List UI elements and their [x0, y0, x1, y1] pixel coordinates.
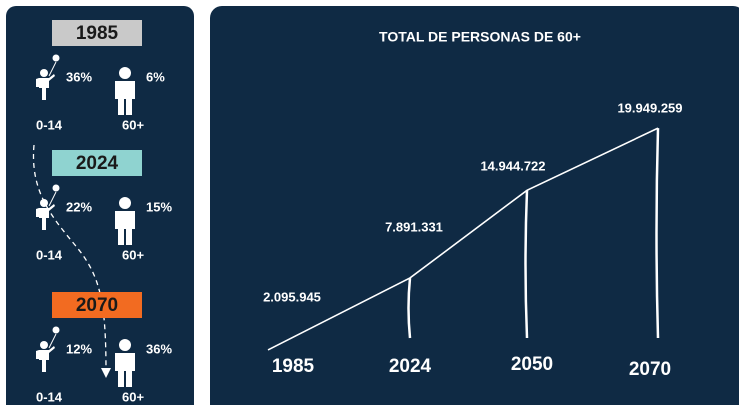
balloon-string	[48, 333, 57, 349]
year-label: 2024	[76, 153, 119, 174]
child-pct: 22%	[66, 199, 92, 214]
elder-body	[115, 211, 135, 245]
data-label: 14.944.722	[480, 158, 545, 173]
child-body	[36, 346, 55, 372]
x-tick-label: 2050	[511, 354, 553, 375]
drop-line	[524, 190, 529, 339]
elder-label: 60+	[122, 389, 144, 404]
elder-pct: 36%	[146, 341, 172, 356]
child-head	[40, 199, 48, 207]
x-tick-label: 1985	[272, 356, 315, 377]
elder-body	[115, 353, 135, 387]
child-body	[36, 204, 55, 230]
drop-line	[655, 128, 660, 339]
data-label: 19.949.259	[617, 100, 682, 115]
data-label: 2.095.945	[263, 289, 321, 304]
elder-pct: 6%	[146, 69, 165, 84]
line	[267, 127, 659, 351]
elder-body	[115, 81, 135, 115]
child-body	[36, 74, 55, 100]
child-label: 0-14	[36, 389, 63, 404]
balloon-icon	[52, 184, 60, 192]
elder-head	[119, 67, 131, 79]
elder-label: 60+	[122, 247, 144, 262]
data-label: 7.891.331	[385, 219, 443, 234]
child-head	[40, 341, 48, 349]
balloon-icon	[52, 326, 60, 334]
elder-label: 60+	[122, 117, 144, 132]
balloon-icon	[52, 54, 60, 62]
child-pct: 36%	[66, 69, 92, 84]
child-head	[40, 69, 48, 77]
trend-arrow	[32, 144, 107, 373]
chart-panel	[210, 6, 739, 405]
elder-pct: 15%	[146, 199, 172, 214]
elder-head	[119, 339, 131, 351]
child-label: 0-14	[36, 247, 63, 262]
balloon-string	[48, 61, 57, 77]
year-box	[52, 150, 142, 176]
child-pct: 12%	[66, 341, 92, 356]
x-tick-label: 2070	[629, 359, 671, 380]
elder-head	[119, 197, 131, 209]
year-label: 1985	[76, 23, 119, 44]
year-box	[52, 292, 142, 318]
x-tick-label: 2024	[389, 356, 432, 377]
arrow-head	[101, 368, 111, 378]
year-label: 2070	[76, 295, 118, 316]
chart-title: TOTAL DE PERSONAS DE 60+	[379, 29, 581, 45]
year-box	[52, 20, 142, 46]
balloon-string	[48, 191, 57, 207]
drop-line	[407, 277, 412, 339]
child-label: 0-14	[36, 117, 63, 132]
